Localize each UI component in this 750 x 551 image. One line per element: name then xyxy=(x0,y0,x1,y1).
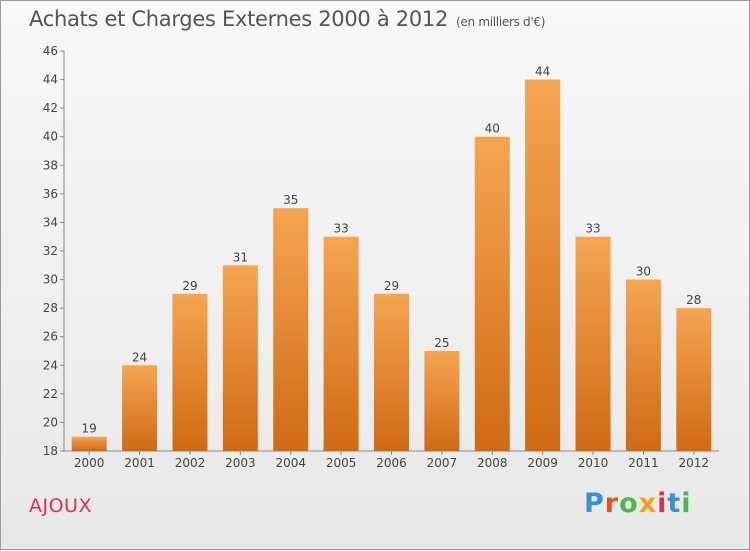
y-tick-label: 42 xyxy=(43,101,58,115)
y-tick-label: 40 xyxy=(43,130,58,144)
bar-value-label: 35 xyxy=(283,193,298,207)
y-tick-label: 44 xyxy=(43,73,58,87)
chart-title: Achats et Charges Externes 2000 à 2012 (e… xyxy=(29,7,545,31)
proxiti-logo[interactable]: Proxiti xyxy=(584,488,692,519)
chart-title-text: Achats et Charges Externes 2000 à 2012 xyxy=(29,7,449,31)
logo-letter: i xyxy=(681,488,692,519)
bar-value-label: 19 xyxy=(82,422,97,436)
bar-value-label: 44 xyxy=(535,65,550,79)
bar xyxy=(222,265,258,451)
bar xyxy=(424,351,460,451)
logo-letter: r xyxy=(604,488,620,519)
y-tick-label: 30 xyxy=(43,273,58,287)
x-tick-label: 2001 xyxy=(124,456,155,470)
bar-value-label: 24 xyxy=(132,350,147,364)
x-tick-label: 2005 xyxy=(326,456,357,470)
y-tick-label: 28 xyxy=(43,301,58,315)
x-tick-label: 2004 xyxy=(275,456,306,470)
y-tick-label: 24 xyxy=(43,358,58,372)
chart-axes: 18 20 22 24 26 28 30 32 34 36 38 40 42 44 46 2000 2001 20… xyxy=(43,44,719,470)
y-tick-label: 20 xyxy=(43,415,58,429)
x-tick-label: 2007 xyxy=(427,456,458,470)
chart-subtitle: (en milliers d'€) xyxy=(456,15,546,29)
x-tick-label: 2011 xyxy=(628,456,659,470)
y-tick-label: 32 xyxy=(43,244,58,258)
bar xyxy=(474,136,510,451)
x-tick-label: 2000 xyxy=(74,456,105,470)
x-tick-label: 2006 xyxy=(376,456,407,470)
bar xyxy=(374,293,409,451)
bar-value-label: 30 xyxy=(636,265,651,279)
bar xyxy=(122,365,158,451)
x-tick-label: 2009 xyxy=(527,456,558,470)
bar-value-label: 33 xyxy=(585,222,600,236)
bar xyxy=(323,236,359,451)
bar-value-label: 29 xyxy=(384,279,399,293)
bar-value-label: 40 xyxy=(485,122,500,136)
bar xyxy=(71,436,107,451)
bar xyxy=(273,208,309,451)
logo-letter: x xyxy=(638,488,658,519)
logo-letter: P xyxy=(584,488,605,519)
x-tick-label: 2003 xyxy=(225,456,256,470)
y-tick-label: 18 xyxy=(43,444,58,458)
y-tick-label: 46 xyxy=(43,44,58,58)
logo-letter: i xyxy=(657,488,668,519)
x-tick-label: 2010 xyxy=(578,456,609,470)
logo-letter: o xyxy=(619,488,639,519)
bar xyxy=(525,79,561,452)
x-tick-label: 2012 xyxy=(679,456,710,470)
bar xyxy=(575,236,611,451)
bar xyxy=(676,308,712,451)
bar-value-label: 31 xyxy=(233,250,248,264)
logo-letter: t xyxy=(667,488,682,519)
y-tick-label: 36 xyxy=(43,187,58,201)
y-tick-label: 26 xyxy=(43,330,58,344)
bar-value-label: 29 xyxy=(182,279,197,293)
bar-value-label: 25 xyxy=(434,336,449,350)
y-tick-label: 38 xyxy=(43,158,58,172)
bar-value-label: 33 xyxy=(333,222,348,236)
y-tick-label: 22 xyxy=(43,387,58,401)
x-tick-label: 2002 xyxy=(175,456,206,470)
chart-bars: 19 24 29 31 35 33 29 25 40 44 33 30 28 xyxy=(71,65,712,452)
x-tick-label: 2008 xyxy=(477,456,508,470)
bar-value-label: 28 xyxy=(686,293,701,307)
place-name: AJOUX xyxy=(29,495,92,517)
y-tick-label: 34 xyxy=(43,215,58,229)
bar xyxy=(172,293,208,451)
bar xyxy=(625,279,661,451)
